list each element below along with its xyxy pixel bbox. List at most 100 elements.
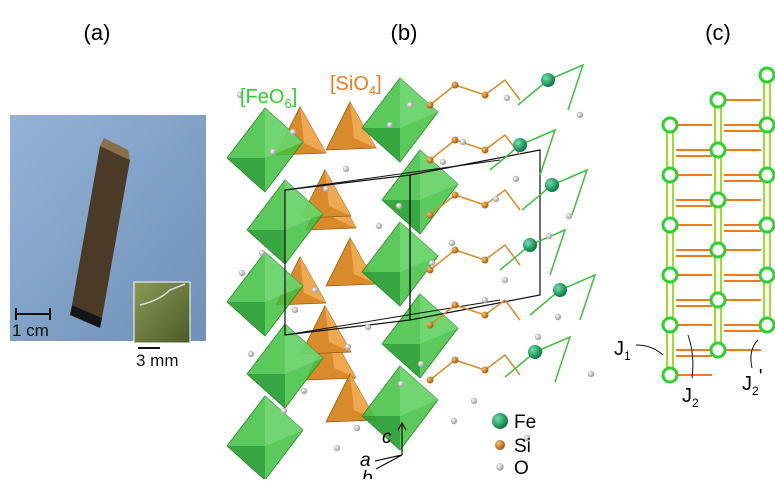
o-atom: [290, 129, 296, 135]
o-atom: [345, 344, 351, 350]
fe-atom: [541, 73, 555, 87]
si-chain: [430, 245, 520, 270]
spin-site: [663, 368, 677, 382]
o-atom: [535, 334, 541, 340]
o-atom: [451, 418, 457, 424]
fe-atom: [545, 178, 559, 192]
si-atom: [427, 322, 434, 329]
inset-photo: [134, 282, 190, 343]
si-atom: [427, 267, 434, 274]
polyhedron-label: [SiO4]: [330, 73, 382, 98]
o-atom: [440, 159, 446, 165]
spin-site: [711, 243, 725, 257]
o-atom: [376, 223, 382, 229]
spin-site: [663, 268, 677, 282]
si-atom: [482, 92, 489, 99]
o-atom: [387, 122, 393, 128]
si-chain: [430, 80, 520, 105]
spin-site: [663, 118, 677, 132]
si-atom: [427, 212, 434, 219]
spin-model: [663, 68, 774, 382]
scale-label: 1 cm: [12, 321, 49, 340]
si-atom: [482, 257, 489, 264]
legend-label: Fe: [514, 412, 536, 433]
si-atom: [427, 102, 434, 109]
si-atom: [482, 312, 489, 319]
o-atom: [281, 408, 287, 414]
polyhedron-label: [FeO6]: [240, 86, 297, 111]
fe-bonds: [522, 170, 587, 215]
si-atom: [452, 357, 459, 364]
si-atom: [482, 367, 489, 374]
o-atom: [513, 176, 519, 182]
o-atom: [577, 112, 583, 118]
o-atom: [323, 186, 329, 192]
symbol: J: [614, 338, 624, 360]
panel-label: (a): [84, 20, 111, 45]
spin-site: [760, 68, 774, 82]
coupling-label: J1: [614, 338, 631, 363]
o-atom: [407, 102, 413, 108]
o-atom: [429, 260, 435, 266]
si-atom: [482, 147, 489, 154]
o-atom: [396, 203, 402, 209]
o-atom: [343, 166, 349, 172]
fe-bonds: [490, 130, 555, 175]
si-atom: [427, 157, 434, 164]
formula: [SiO: [330, 73, 369, 95]
o-atom: [460, 139, 466, 145]
spin-site: [711, 193, 725, 207]
si-atom: [452, 82, 459, 89]
spin-site: [711, 93, 725, 107]
o-atom: [398, 381, 404, 387]
spin-site: [760, 268, 774, 282]
o-atom: [588, 371, 594, 377]
subscript: 1: [624, 349, 631, 363]
figure: (a) 1 cm 3 mm (b) [FeO6] [SiO4] Fe Si O …: [0, 0, 775, 479]
formula: [FeO: [240, 86, 284, 108]
o-atom: [493, 196, 499, 202]
si-atom: [452, 247, 459, 254]
spin-site: [663, 318, 677, 332]
spin-site: [663, 168, 677, 182]
o-atom: [334, 445, 340, 451]
fe-atom: [523, 238, 537, 252]
spin-site: [711, 343, 725, 357]
si-atom: [427, 377, 434, 384]
prime: ': [759, 366, 763, 388]
o-atom: [504, 95, 510, 101]
scale-label: 3 mm: [136, 351, 179, 370]
panel-label: (b): [391, 20, 418, 45]
o-atom: [365, 324, 371, 330]
o-atom: [418, 361, 424, 367]
formula: ]: [376, 73, 382, 95]
subscript: 6: [284, 96, 291, 111]
spin-site: [760, 318, 774, 332]
panel-label: (c): [705, 20, 731, 45]
legend-label: O: [514, 458, 529, 479]
o-atom: [449, 240, 455, 246]
si-atom: [452, 302, 459, 309]
o-atom: [566, 213, 572, 219]
octahedron-face: [227, 446, 265, 479]
axis-label: c: [382, 427, 392, 448]
o-atom: [471, 398, 477, 404]
symbol: J: [742, 373, 752, 395]
crystal-structure: [227, 65, 595, 479]
fe-atom: [513, 138, 527, 152]
si-atom: [452, 137, 459, 144]
o-atom: [292, 307, 298, 313]
subscript: 2: [692, 396, 699, 410]
spin-site: [711, 143, 725, 157]
spin-site: [711, 293, 725, 307]
legend-marker: [495, 440, 505, 450]
spin-site: [760, 168, 774, 182]
spin-site: [663, 218, 677, 232]
si-atom: [452, 192, 459, 199]
fe-atom: [553, 283, 567, 297]
o-atom: [555, 314, 561, 320]
coupling-label: J2: [682, 385, 699, 410]
o-atom: [502, 277, 508, 283]
fe-bonds: [518, 65, 583, 110]
o-atom: [248, 351, 254, 357]
